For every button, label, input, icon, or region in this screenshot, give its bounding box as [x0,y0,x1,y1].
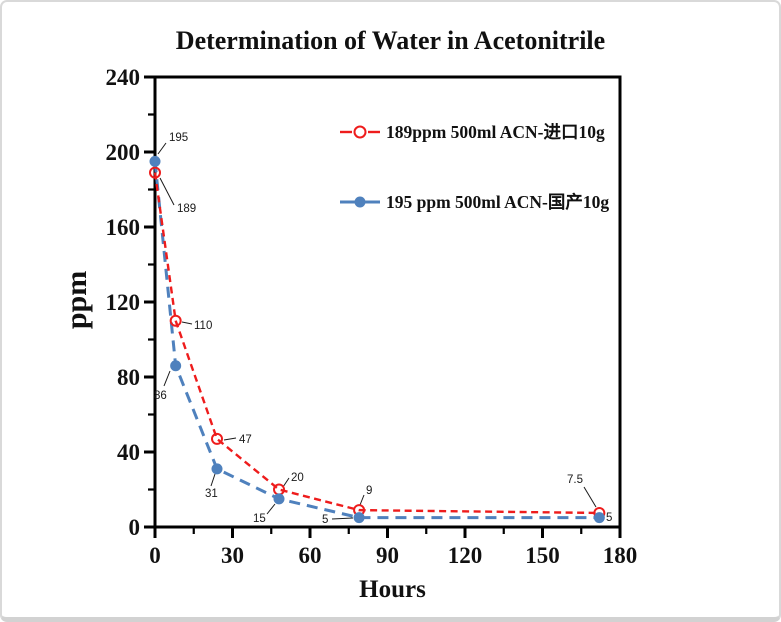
data-point-0 [149,166,161,179]
x-tick-label: 180 [603,543,638,568]
point-label-leader [163,370,171,387]
series-line-1 [153,161,600,520]
x-tick-label: 150 [525,543,560,568]
point-label: 189 [177,203,196,215]
point-label: 7.5 [567,474,583,486]
x-tick-label: 0 [149,543,161,568]
x-tick-label: 120 [448,543,483,568]
legend-label-series-domestic: 195 ppm 500ml ACN-国产10g [386,192,610,212]
data-point-1 [149,155,161,167]
y-tick-label: 200 [106,140,141,165]
data-point-1 [273,493,285,505]
point-label-leader [181,321,193,325]
y-tick-label: 240 [106,65,141,90]
point-label: 9 [366,485,372,497]
point-label: 86 [154,390,167,402]
data-point-0 [169,314,182,327]
point-label-leader [159,177,175,206]
legend-label-series-imported: 189ppm 500ml ACN-进口10g [386,122,605,142]
x-tick-label: 90 [376,543,399,568]
data-point-1 [170,360,182,372]
point-label-leader [359,494,365,506]
point-label: 31 [205,488,218,500]
point-label: 20 [291,472,304,484]
data-point-0 [211,432,223,445]
x-axis-title: Hours [359,576,426,603]
point-label: 5 [606,512,612,524]
data-point-1 [211,463,223,475]
data-point-1 [353,512,365,524]
point-label: 47 [239,434,252,446]
point-label-leader [223,437,237,441]
y-tick-label: 40 [117,440,140,465]
point-label-leader [210,473,216,487]
y-tick-label: 160 [106,215,141,240]
y-axis-title: ppm [60,270,93,330]
point-label-leader [331,517,354,520]
point-label: 110 [194,320,212,332]
y-tick-label: 0 [129,515,141,540]
series-line-0 [153,172,600,515]
legend-marker-circle-0 [353,125,367,139]
y-tick-label: 120 [106,290,141,315]
chart-title: Determination of Water in Acetonitrile [175,26,606,55]
point-label-leader [583,486,597,508]
data-point-1 [593,512,605,524]
legend-marker-circle-1 [354,196,366,208]
x-tick-label: 60 [299,543,322,568]
point-label-leader [266,503,276,515]
point-label-leader [282,477,290,488]
point-label: 195 [169,132,188,144]
point-label: 5 [322,514,328,526]
y-tick-label: 80 [117,365,140,390]
plot-frame [153,75,622,529]
point-label-leader [157,142,167,155]
point-label: 15 [253,513,266,525]
x-tick-label: 30 [221,543,244,568]
